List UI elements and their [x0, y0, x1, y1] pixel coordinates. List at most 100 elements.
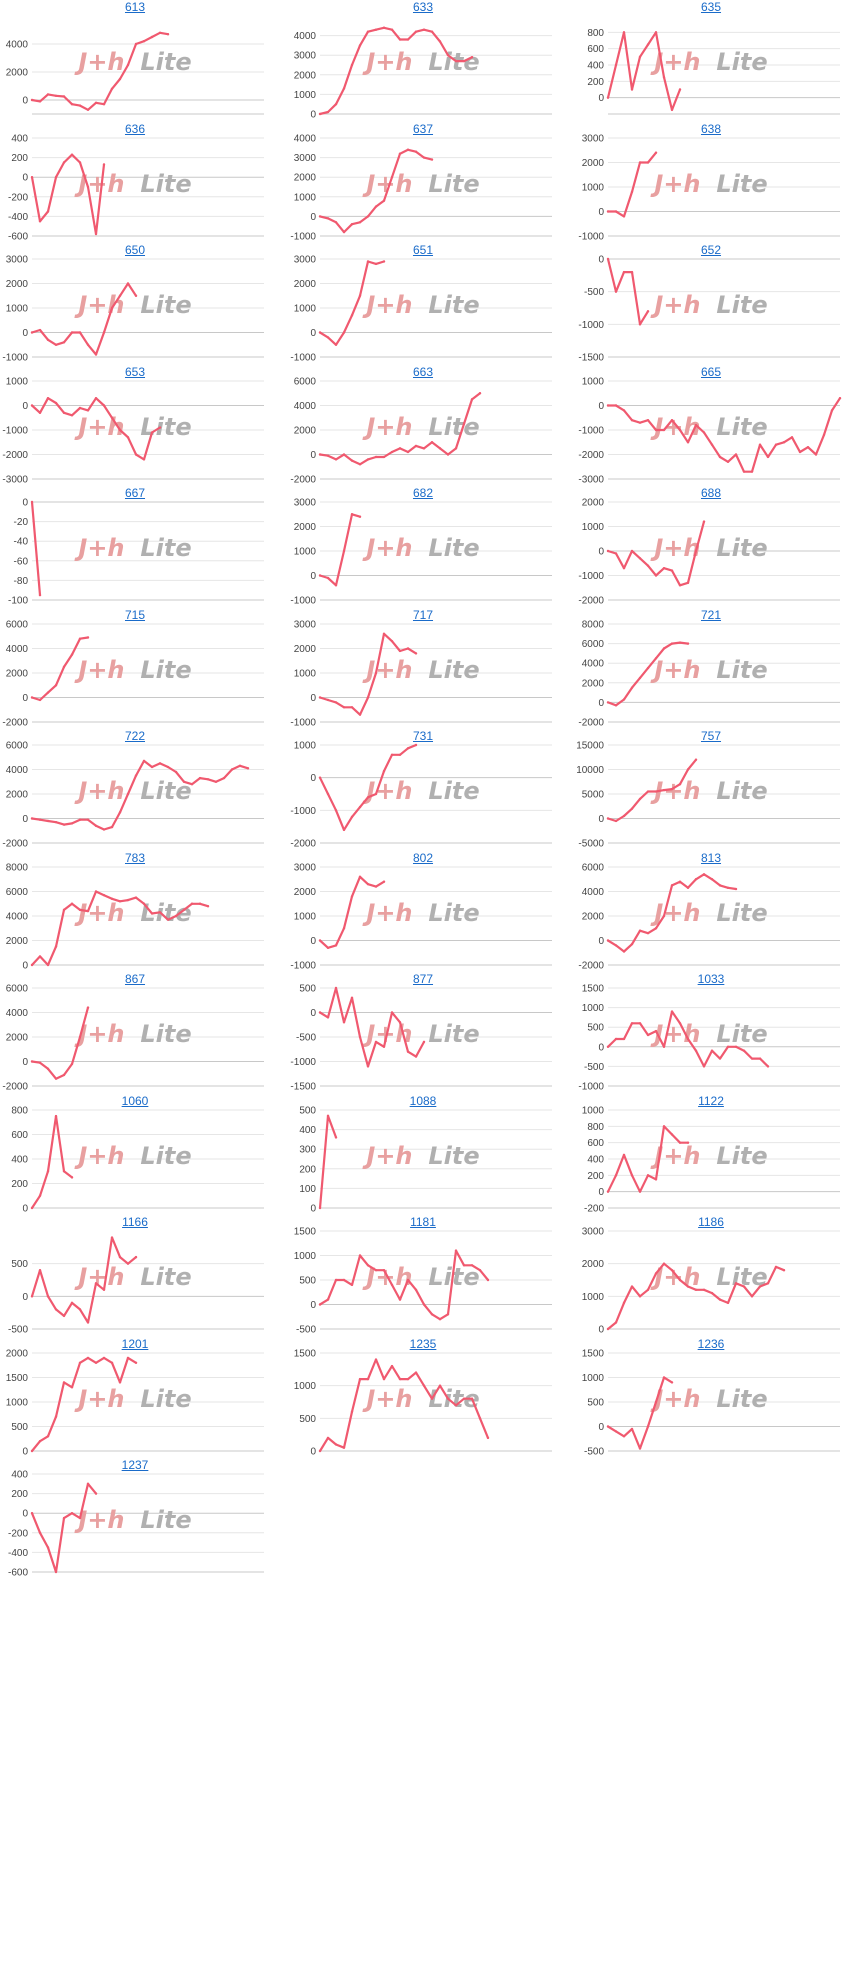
data-point — [622, 814, 626, 818]
chart-title-link[interactable]: 1033 — [697, 972, 725, 986]
data-point — [614, 1173, 618, 1177]
data-point — [726, 886, 730, 889]
chart-1181: 1181 -500 0 500 1000 1500 J+h Lite — [288, 1215, 558, 1336]
data-point — [662, 646, 666, 650]
chart-650: 650 -1000 0 1000 2000 3000 J+h Lite — [0, 243, 270, 364]
y-tick-label: 200 — [11, 153, 28, 164]
data-point — [318, 776, 322, 779]
chart-title-link[interactable]: 633 — [412, 0, 434, 14]
y-tick-label: 3000 — [294, 498, 317, 509]
data-point — [326, 576, 330, 580]
chart-title-link[interactable]: 1166 — [122, 1215, 148, 1229]
data-point — [702, 430, 706, 434]
chart-title-link[interactable]: 1201 — [121, 1336, 149, 1351]
chart-1166: 1166 -500 0 500 J+h Lite — [0, 1215, 270, 1336]
chart-title-link[interactable]: 722 — [124, 729, 146, 743]
y-tick-label: 1000 — [294, 90, 317, 101]
y-tick-label: -60 — [14, 556, 29, 567]
chart-title-link[interactable]: 653 — [124, 364, 146, 379]
chart-title-link[interactable]: 783 — [124, 850, 146, 865]
y-tick-label: -3000 — [2, 474, 28, 485]
chart-title-link[interactable]: 635 — [700, 0, 722, 14]
chart-title-link[interactable]: 1235 — [409, 1336, 437, 1351]
data-point — [126, 792, 130, 796]
data-point — [374, 671, 378, 674]
y-tick-label: 2000 — [6, 1348, 29, 1359]
chart-title-link[interactable]: 650 — [124, 243, 146, 257]
chart-title-link[interactable]: 867 — [124, 972, 146, 986]
y-tick-label: 0 — [310, 1008, 316, 1019]
data-point — [86, 408, 90, 412]
chart-title-link[interactable]: 1236 — [697, 1336, 725, 1351]
chart-title-link[interactable]: 688 — [700, 486, 722, 500]
data-point — [358, 1377, 362, 1380]
data-point — [342, 452, 346, 456]
data-point — [462, 1264, 466, 1267]
data-point — [334, 1135, 338, 1139]
data-point — [38, 1061, 42, 1064]
chart-title-link[interactable]: 813 — [700, 850, 722, 865]
chart-title-link[interactable]: 1060 — [121, 1093, 149, 1108]
y-tick-label: 200 — [11, 1179, 28, 1190]
chart-877: 877 -1500 -1000 -500 0 500 J+h Lite — [288, 972, 558, 1093]
watermark-logo: Lite — [428, 169, 479, 197]
chart-title-link[interactable]: 663 — [412, 364, 434, 379]
chart-plot: 0 1000 2000 3000 4000 J+h Lite — [294, 26, 552, 121]
chart-title-link[interactable]: 715 — [124, 607, 146, 622]
data-point — [30, 500, 34, 504]
chart-1236: 1236 -500 0 500 1000 1500 J+h Lite — [576, 1336, 846, 1457]
data-point — [358, 875, 362, 878]
chart-title-link[interactable]: 802 — [412, 850, 434, 865]
watermark-logo: J+h — [362, 534, 412, 562]
data-point — [654, 1177, 658, 1181]
y-tick-label: 800 — [587, 28, 604, 39]
chart-title-link[interactable]: 721 — [700, 607, 722, 622]
chart-title-link[interactable]: 717 — [412, 607, 434, 622]
data-point — [142, 902, 146, 905]
data-point — [606, 257, 610, 261]
chart-title-link[interactable]: 651 — [412, 243, 434, 257]
data-point — [638, 323, 642, 326]
watermark-logo: J+h — [362, 48, 412, 76]
chart-title-link[interactable]: 757 — [700, 729, 722, 743]
chart-721: 721 -2000 0 2000 4000 6000 8000 J+h Lite — [576, 607, 846, 728]
chart-title-link[interactable]: 1181 — [410, 1215, 436, 1229]
data-point — [478, 1416, 482, 1420]
data-point — [142, 40, 146, 43]
data-point — [438, 1383, 442, 1387]
chart-title-link[interactable]: 1122 — [698, 1093, 724, 1108]
chart-title-link[interactable]: 652 — [700, 243, 722, 257]
chart-title-link[interactable]: 731 — [412, 729, 434, 743]
data-point — [646, 310, 650, 313]
data-point — [374, 792, 378, 796]
chart-plot: -500 0 500 1000 1500 J+h Lite — [582, 1348, 840, 1457]
chart-title-link[interactable]: 613 — [124, 0, 146, 14]
data-point — [94, 824, 98, 828]
data-point — [110, 87, 114, 91]
data-point — [606, 938, 610, 942]
chart-title-link[interactable]: 637 — [412, 121, 434, 136]
chart-title-link[interactable]: 638 — [700, 121, 722, 136]
chart-757: 757 -5000 0 5000 10000 15000 J+h Lite — [576, 729, 846, 850]
chart-title-link[interactable]: 636 — [124, 121, 146, 136]
chart-title-link[interactable]: 1186 — [698, 1215, 724, 1229]
data-point — [342, 230, 346, 233]
y-tick-label: 5000 — [582, 790, 605, 801]
chart-title-link[interactable]: 1088 — [409, 1093, 437, 1108]
data-point — [414, 1370, 418, 1374]
chart-title-link[interactable]: 667 — [124, 486, 146, 500]
data-point — [686, 581, 690, 585]
data-point — [70, 1385, 74, 1388]
data-point — [486, 1278, 490, 1282]
data-point — [830, 408, 834, 412]
data-point — [614, 403, 618, 407]
data-point — [686, 768, 690, 771]
watermark-logo: Lite — [716, 412, 767, 440]
y-tick-label: 1000 — [6, 376, 29, 387]
chart-title-link[interactable]: 877 — [412, 972, 434, 986]
chart-title-link[interactable]: 665 — [700, 364, 722, 379]
chart-title-link[interactable]: 1237 — [121, 1458, 149, 1472]
chart-title-link[interactable]: 682 — [412, 486, 434, 500]
